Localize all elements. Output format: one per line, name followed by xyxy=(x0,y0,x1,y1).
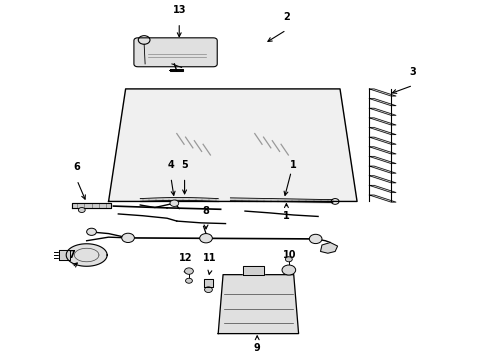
Polygon shape xyxy=(369,89,396,96)
Text: 1: 1 xyxy=(283,211,290,221)
Polygon shape xyxy=(369,99,396,106)
Polygon shape xyxy=(369,195,396,202)
Polygon shape xyxy=(243,266,265,275)
Polygon shape xyxy=(369,157,396,163)
Polygon shape xyxy=(369,137,396,144)
Circle shape xyxy=(286,257,292,262)
Text: 7: 7 xyxy=(69,250,75,260)
Polygon shape xyxy=(59,249,70,260)
Polygon shape xyxy=(369,127,396,135)
Text: 13: 13 xyxy=(172,5,186,15)
Text: 3: 3 xyxy=(410,67,416,77)
Text: 9: 9 xyxy=(254,343,261,353)
Polygon shape xyxy=(109,89,357,202)
Text: 2: 2 xyxy=(283,12,290,22)
Polygon shape xyxy=(203,279,213,287)
Polygon shape xyxy=(66,244,107,266)
Polygon shape xyxy=(369,166,396,173)
Polygon shape xyxy=(218,275,298,334)
Text: 12: 12 xyxy=(179,252,192,262)
Text: 4: 4 xyxy=(168,159,174,170)
Polygon shape xyxy=(171,68,183,71)
Circle shape xyxy=(87,228,97,235)
Circle shape xyxy=(170,200,179,206)
Polygon shape xyxy=(369,108,396,115)
Polygon shape xyxy=(369,118,396,125)
Text: 11: 11 xyxy=(203,252,217,262)
Circle shape xyxy=(200,234,212,243)
Circle shape xyxy=(185,268,194,274)
Circle shape xyxy=(122,233,134,243)
Text: 8: 8 xyxy=(202,206,209,216)
Circle shape xyxy=(78,207,85,212)
Polygon shape xyxy=(369,147,396,154)
FancyBboxPatch shape xyxy=(134,38,217,67)
Text: 5: 5 xyxy=(181,159,188,170)
Polygon shape xyxy=(72,203,111,208)
Polygon shape xyxy=(369,185,396,193)
Circle shape xyxy=(282,265,295,275)
Polygon shape xyxy=(320,243,338,253)
Circle shape xyxy=(204,287,212,293)
Polygon shape xyxy=(369,176,396,183)
Text: 1: 1 xyxy=(291,160,297,170)
Text: 6: 6 xyxy=(74,162,80,172)
Circle shape xyxy=(186,278,193,283)
Text: 10: 10 xyxy=(283,250,296,260)
Circle shape xyxy=(309,234,322,244)
